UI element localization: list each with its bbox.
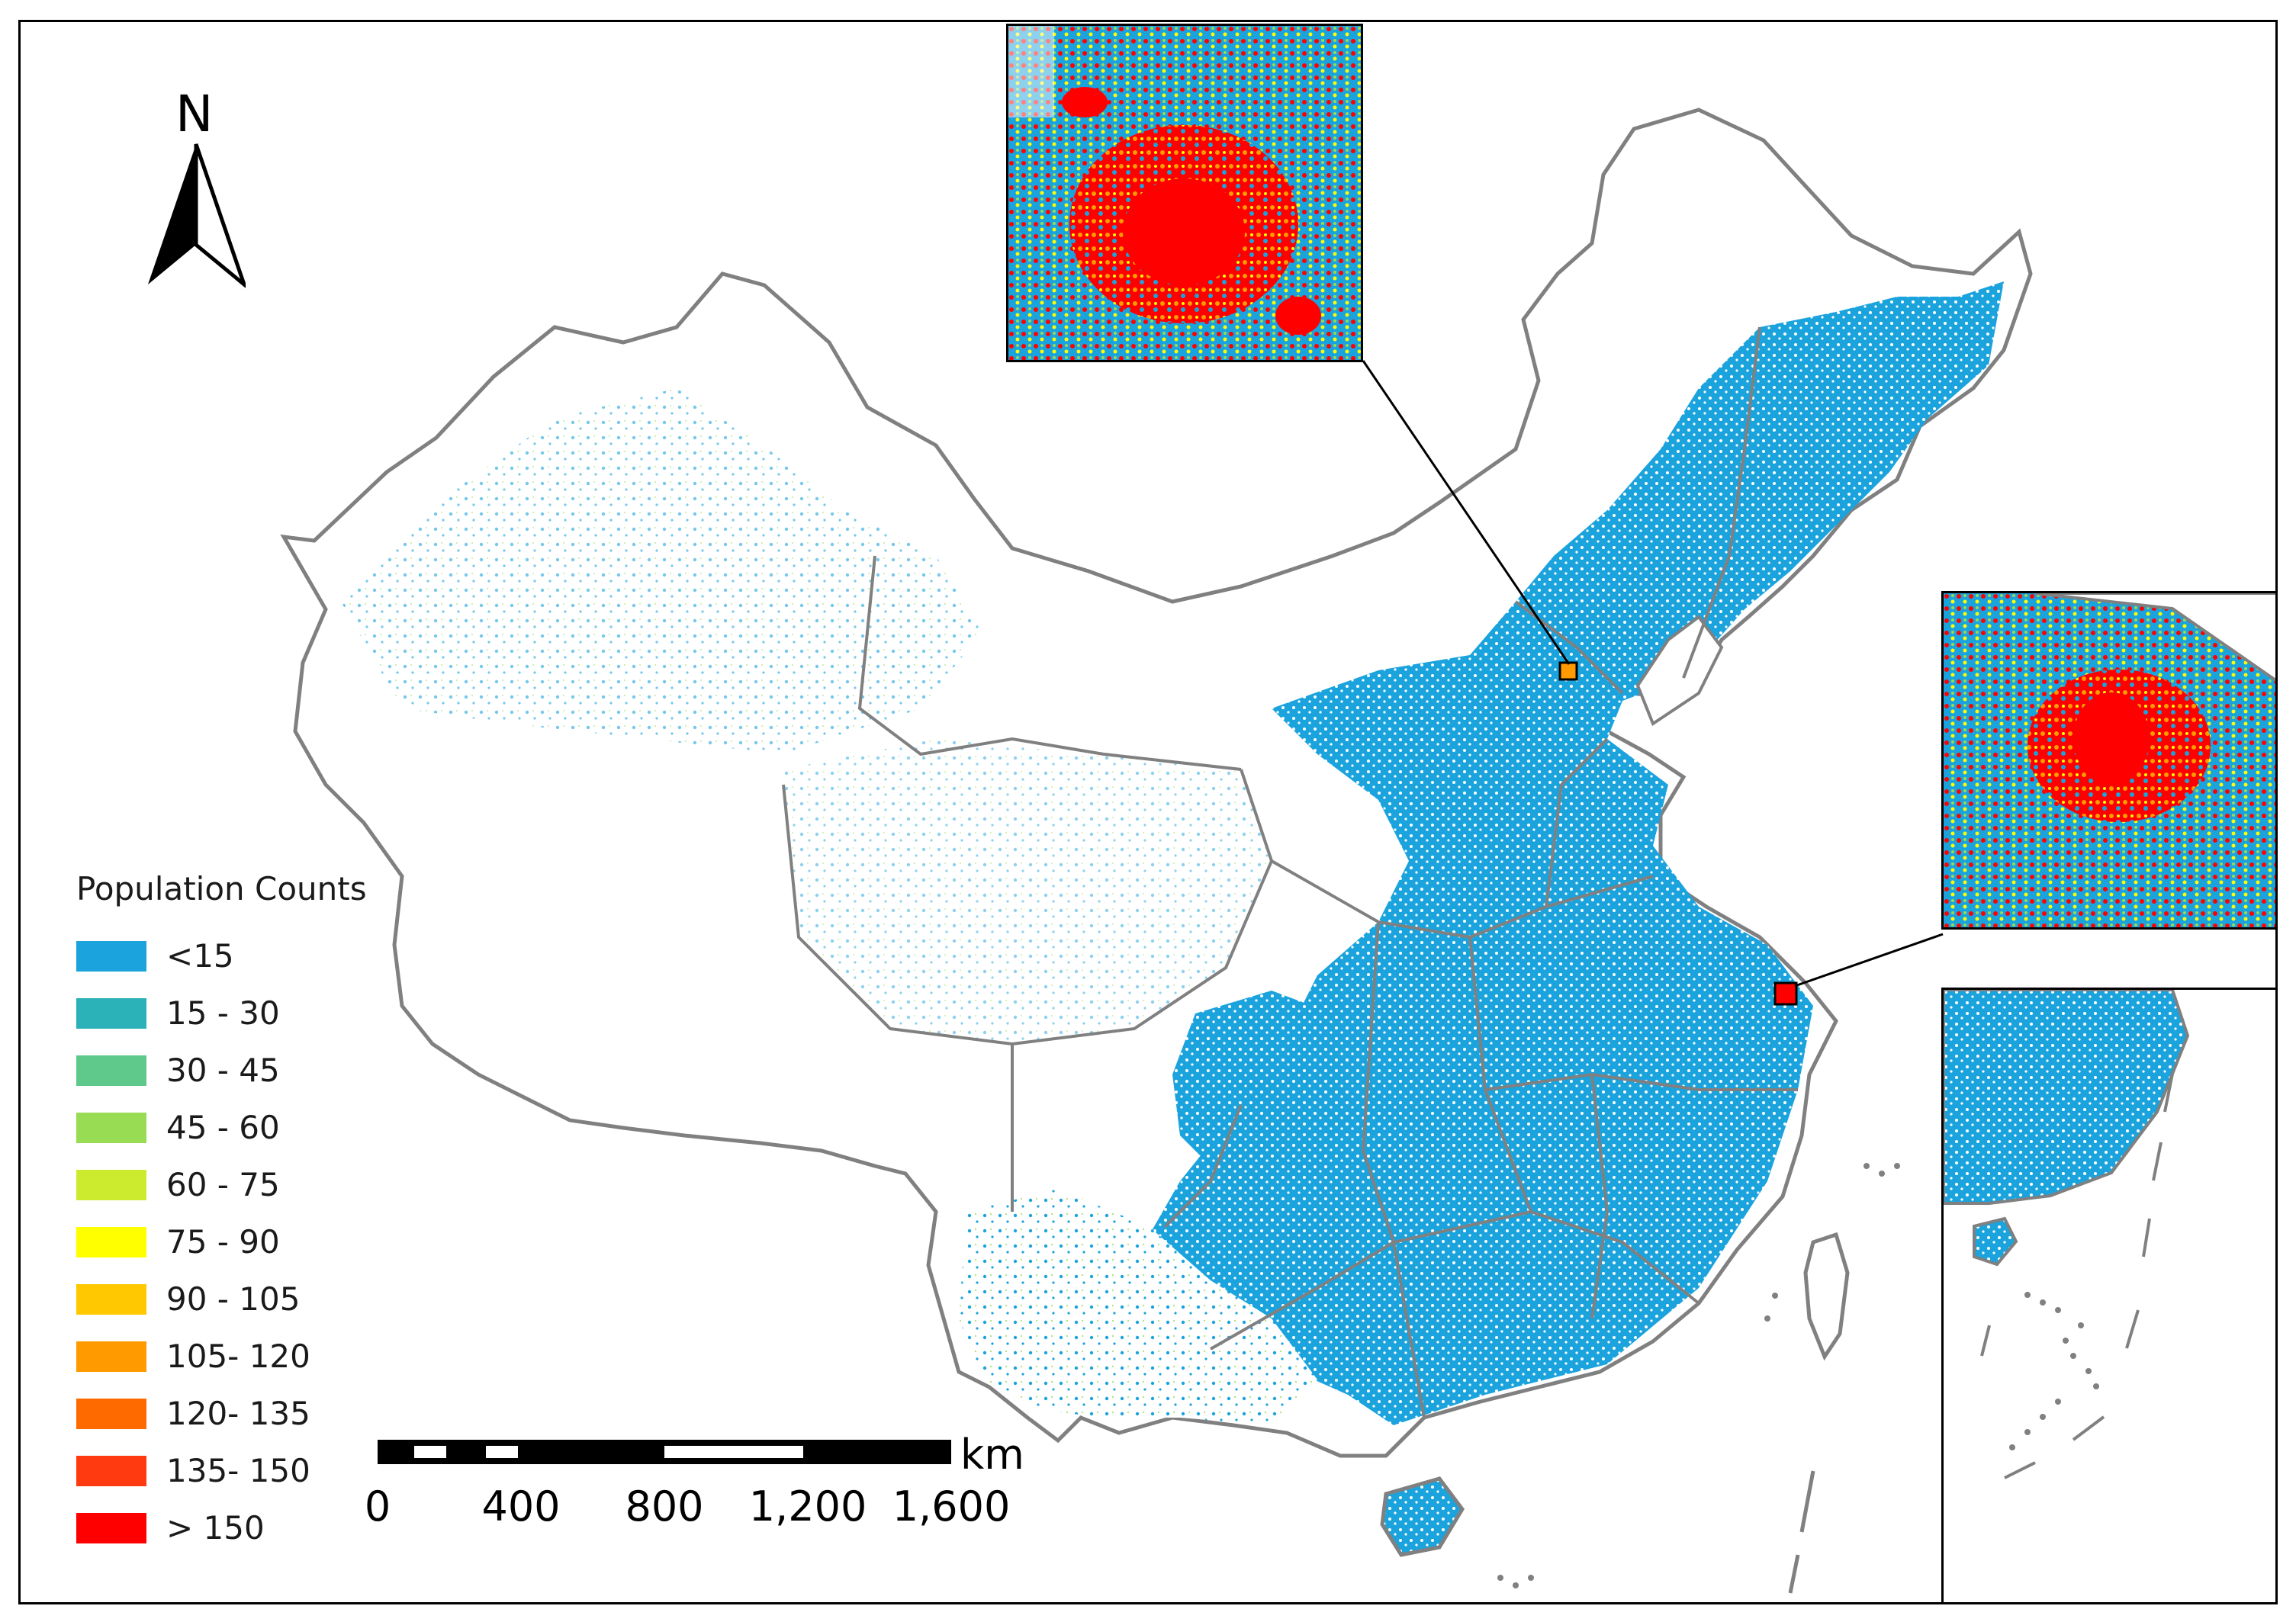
scale-tick-label: 0 <box>364 1482 391 1530</box>
beijing-marker <box>1558 661 1578 681</box>
legend-swatch <box>76 1455 146 1486</box>
city-inset-east <box>1941 591 2275 930</box>
legend-item: 120- 135 <box>76 1385 367 1442</box>
southwest-sparse-population <box>959 1189 1317 1425</box>
bohai-sea <box>1635 615 1724 727</box>
legend-label: 45 - 60 <box>166 1109 280 1146</box>
map-frame: N Population Counts <15 15 - 30 30 - 45 45 … <box>18 20 2278 1604</box>
scale-bar: km 0 400 800 1,200 1,600 <box>365 1431 1034 1530</box>
legend-item: 90 - 105 <box>76 1270 367 1328</box>
legend-label: 105- 120 <box>166 1338 310 1375</box>
legend-item: 60 - 75 <box>76 1156 367 1213</box>
legend-title: Population Counts <box>76 870 367 907</box>
legend-swatch <box>76 1226 146 1257</box>
scale-tick-label: 800 <box>625 1482 704 1530</box>
legend-label: > 150 <box>166 1509 265 1547</box>
legend-swatch <box>76 1169 146 1200</box>
central-sparse-population <box>783 739 1272 1044</box>
legend-item: 105- 120 <box>76 1328 367 1385</box>
south-china-sea-inset <box>1941 988 2275 1602</box>
legend-label: <15 <box>166 937 234 975</box>
legend: Population Counts <15 15 - 30 30 - 45 45 - … <box>76 870 367 1556</box>
city-inset-north <box>1006 24 1363 362</box>
hainan-outline <box>1380 1476 1465 1557</box>
legend-label: 30 - 45 <box>166 1052 280 1089</box>
northwest-sparse-population <box>341 388 982 754</box>
legend-label: 135- 150 <box>166 1452 310 1489</box>
taiwan-outline <box>1803 1232 1850 1361</box>
city-inset-north-map <box>1008 26 1361 360</box>
scale-tick-label: 1,600 <box>892 1482 1011 1530</box>
legend-item: 45 - 60 <box>76 1099 367 1156</box>
legend-item: 75 - 90 <box>76 1213 367 1270</box>
province-boundaries <box>782 326 1798 1418</box>
scale-tick-label: 1,200 <box>748 1482 867 1530</box>
legend-item: 15 - 30 <box>76 984 367 1042</box>
legend-item: <15 <box>76 927 367 984</box>
legend-label: 120- 135 <box>166 1395 310 1432</box>
scale-tick-label: 400 <box>481 1482 561 1530</box>
scale-bar-graphic <box>378 1440 951 1464</box>
legend-swatch <box>76 1283 146 1315</box>
legend-swatch <box>76 997 146 1029</box>
north-arrow: N <box>146 85 246 298</box>
legend-label: 15 - 30 <box>166 994 280 1032</box>
legend-label: 75 - 90 <box>166 1223 280 1261</box>
shanghai-marker <box>1773 981 1798 1006</box>
north-label: N <box>175 85 214 143</box>
legend-label: 60 - 75 <box>166 1166 280 1203</box>
legend-item: 30 - 45 <box>76 1042 367 1099</box>
legend-item: 135- 150 <box>76 1442 367 1499</box>
legend-items: <15 15 - 30 30 - 45 45 - 60 60 - 75 75 - 90 90… <box>76 927 367 1556</box>
city-inset-east-map <box>1944 593 2275 927</box>
map-canvas <box>280 108 2033 1594</box>
legend-swatch <box>76 940 146 972</box>
sichuan-basin-population <box>1172 991 1378 1189</box>
legend-swatch <box>76 1512 146 1543</box>
maritime-dashes <box>1788 1470 1815 1594</box>
north-arrow-icon <box>148 143 246 288</box>
scale-units: km <box>960 1431 1024 1479</box>
legend-swatch <box>76 1112 146 1143</box>
beijing-leader-line <box>1362 360 1571 665</box>
island-dots <box>1497 1163 1900 1588</box>
shanghai-leader-line <box>1794 933 1944 988</box>
legend-swatch <box>76 1055 146 1086</box>
south-china-sea-map <box>1944 990 2190 1479</box>
legend-label: 90 - 105 <box>166 1280 301 1318</box>
legend-swatch <box>76 1341 146 1372</box>
legend-swatch <box>76 1398 146 1429</box>
legend-item: > 150 <box>76 1499 367 1556</box>
